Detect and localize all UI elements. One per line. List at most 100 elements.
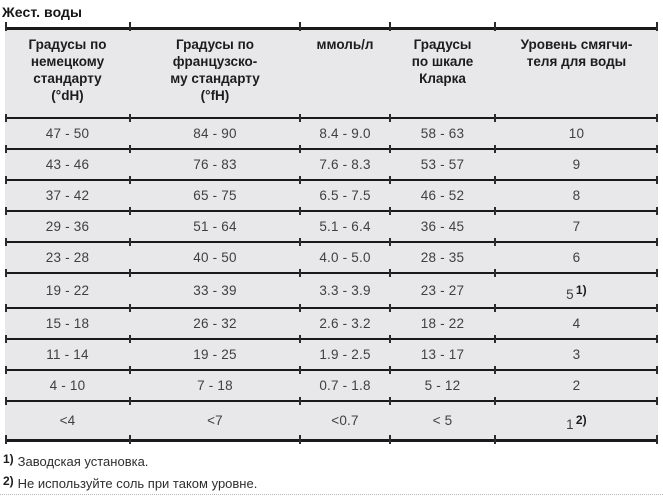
table-header-row: Градусы по немецкому стандарту (°dH) Гра… xyxy=(5,22,658,117)
cell-clarke-degrees: 28 - 35 xyxy=(420,250,465,265)
cell-german-degrees: 47 - 50 xyxy=(45,126,90,141)
table-row: 11 - 14 19 - 25 1.9 - 2.5 13 - 17 3 xyxy=(5,335,658,369)
column-divider-tick xyxy=(299,366,301,374)
column-divider-tick xyxy=(494,304,496,312)
column-divider-tick xyxy=(389,269,391,277)
softener-level-value: 4 xyxy=(572,316,581,331)
column-divider-tick xyxy=(5,22,7,31)
cell-german-degrees: 11 - 14 xyxy=(46,347,89,362)
column-divider-tick xyxy=(656,304,658,312)
softener-level-value: 2 xyxy=(572,378,581,393)
column-divider-tick xyxy=(389,397,391,405)
column-divider-tick xyxy=(389,335,391,343)
cell-softener-level: 1 2) xyxy=(495,410,658,432)
cell-french-degrees: 40 - 50 xyxy=(193,250,237,265)
cell-softener-level: 2 xyxy=(495,378,658,393)
column-header-mmol-per-liter: ммоль/л xyxy=(316,37,374,52)
column-divider-tick xyxy=(494,145,496,153)
cell-clarke-degrees: 23 - 27 xyxy=(420,283,465,298)
cell-softener-level: 7 xyxy=(495,219,658,234)
cell-clarke-degrees: 36 - 45 xyxy=(420,219,465,234)
footnotes: 1) Заводская установка. 2) Не используйте … xyxy=(3,451,663,495)
column-divider-tick xyxy=(129,22,131,31)
column-divider-tick xyxy=(389,176,391,184)
column-divider-tick xyxy=(299,397,301,405)
cell-german-degrees: 15 - 18 xyxy=(45,316,90,331)
footnote-reference: 1) xyxy=(575,282,587,297)
column-divider-tick xyxy=(494,176,496,184)
cell-mmol-per-liter: 0.7 - 1.8 xyxy=(319,378,371,393)
table-row: 37 - 42 65 - 75 6.5 - 7.5 46 - 52 8 xyxy=(5,176,658,210)
footnote-factory-setting: 1) Заводская установка. xyxy=(3,451,663,473)
column-divider-tick xyxy=(389,145,391,153)
column-divider-tick xyxy=(129,304,131,312)
softener-level-value: 9 xyxy=(572,157,581,172)
footnote-marker: 1) xyxy=(3,452,14,466)
cell-german-degrees: 4 - 10 xyxy=(49,378,86,393)
column-divider-tick xyxy=(656,114,658,122)
column-divider-tick xyxy=(129,335,131,343)
cell-mmol-per-liter: 4.0 - 5.0 xyxy=(319,250,371,265)
cell-mmol-per-liter: <0.7 xyxy=(331,413,359,428)
cell-softener-level: 6 xyxy=(495,250,658,265)
softener-level-value: 3 xyxy=(572,347,581,362)
cell-german-degrees: 19 - 22 xyxy=(45,283,90,298)
table-row: 4 - 10 7 - 18 0.7 - 1.8 5 - 12 2 xyxy=(5,366,658,400)
cell-softener-level: 8 xyxy=(495,188,658,203)
column-divider-tick xyxy=(494,335,496,343)
column-header-french-degrees: Градусы по французско- му стандарту (°fH… xyxy=(170,37,260,103)
column-divider-tick xyxy=(494,207,496,215)
cell-softener-level: 4 xyxy=(495,316,658,331)
column-divider-tick xyxy=(389,238,391,246)
footnote-text: Не используйте соль при таком уровне. xyxy=(17,476,258,491)
column-divider-tick xyxy=(656,366,658,374)
cell-clarke-degrees: 13 - 17 xyxy=(420,347,465,362)
footnote-reference: 2) xyxy=(575,412,587,427)
column-divider-tick xyxy=(656,435,658,444)
column-divider-tick xyxy=(656,22,658,31)
column-divider-tick xyxy=(389,366,391,374)
cell-clarke-degrees: 46 - 52 xyxy=(420,188,465,203)
column-divider-tick xyxy=(129,145,131,153)
column-divider-tick xyxy=(494,238,496,246)
column-divider-tick xyxy=(5,397,7,405)
column-divider-tick xyxy=(299,269,301,277)
column-divider-tick xyxy=(5,176,7,184)
column-divider-tick xyxy=(5,238,7,246)
column-header-german-degrees: Градусы по немецкому стандарту (°dH) xyxy=(28,37,107,103)
cell-mmol-per-liter: 3.3 - 3.9 xyxy=(319,283,371,298)
column-divider-tick xyxy=(389,304,391,312)
column-divider-tick xyxy=(5,366,7,374)
page-bottom-dotted-border xyxy=(0,494,663,495)
column-divider-tick xyxy=(494,22,496,31)
column-divider-tick xyxy=(299,207,301,215)
cell-french-degrees: 26 - 32 xyxy=(193,316,237,331)
cell-french-degrees: 33 - 39 xyxy=(193,283,237,298)
table-row: 23 - 28 40 - 50 4.0 - 5.0 28 - 35 6 xyxy=(5,238,658,272)
column-divider-tick xyxy=(656,207,658,215)
cell-french-degrees: 84 - 90 xyxy=(193,126,237,141)
column-header-softener-level: Уровень смягчи- теля для воды xyxy=(520,37,633,69)
cell-french-degrees: 19 - 25 xyxy=(193,347,237,362)
cell-french-degrees: <7 xyxy=(207,413,223,428)
column-divider-tick xyxy=(5,435,7,444)
cell-clarke-degrees: 58 - 63 xyxy=(420,126,465,141)
table-row: 19 - 22 33 - 39 3.3 - 3.9 23 - 27 5 1) xyxy=(5,269,658,307)
cell-softener-level: 10 xyxy=(495,126,658,141)
column-divider-tick xyxy=(5,114,7,122)
column-divider-tick xyxy=(129,114,131,122)
cell-mmol-per-liter: 5.1 - 6.4 xyxy=(319,219,371,234)
cell-mmol-per-liter: 7.6 - 8.3 xyxy=(319,157,371,172)
softener-level-value: 10 xyxy=(568,126,585,141)
column-divider-tick xyxy=(299,145,301,153)
column-divider-tick xyxy=(299,22,301,31)
column-divider-tick xyxy=(5,207,7,215)
cell-german-degrees: 43 - 46 xyxy=(45,157,90,172)
cell-german-degrees: 29 - 36 xyxy=(45,219,90,234)
column-divider-tick xyxy=(389,22,391,31)
column-divider-tick xyxy=(129,176,131,184)
table-row: 47 - 50 84 - 90 8.4 - 9.0 58 - 63 10 xyxy=(5,114,658,148)
cell-softener-level: 5 1) xyxy=(495,280,658,302)
page-title: Жест. воды xyxy=(2,4,83,20)
